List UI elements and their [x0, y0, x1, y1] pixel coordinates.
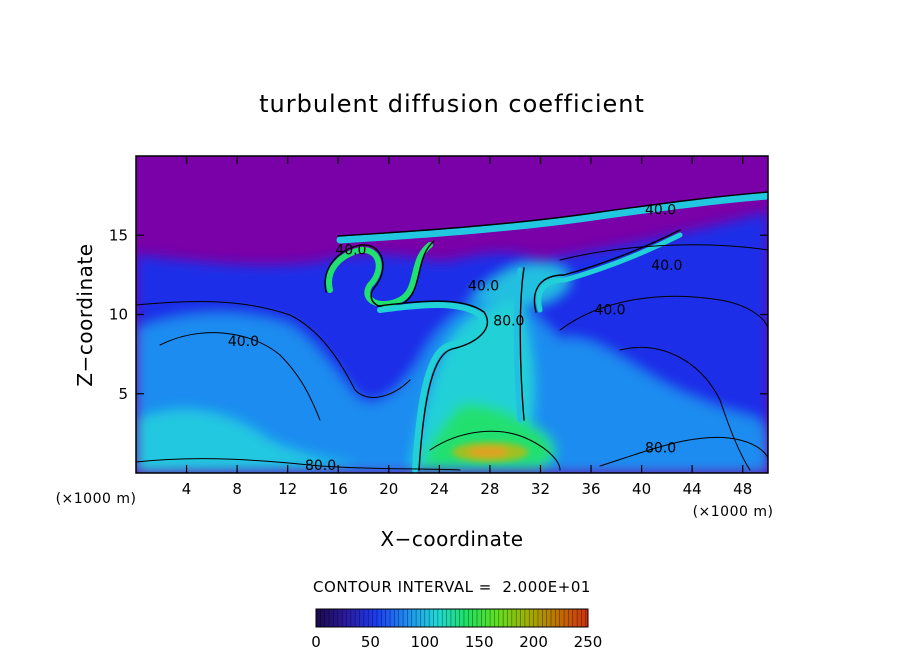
filament-curl-left-edge [324, 240, 435, 309]
contour-label: 80.0 [645, 440, 676, 456]
contour-label: 40.0 [228, 334, 259, 350]
x-unit-left: (×1000 m) [56, 491, 137, 507]
x-tick-label: 40 [632, 480, 651, 498]
contour-labels: 40.0 40.0 40.0 40.0 40.0 40.0 80.0 80.0 80.0 [228, 203, 683, 474]
x-tick-label: 16 [329, 480, 348, 498]
contour-line-1 [136, 300, 411, 398]
x-unit-right: (×1000 m) [693, 504, 774, 520]
colorbar-frame [315, 608, 589, 628]
heatmap-field: 40.0 40.0 40.0 40.0 40.0 40.0 80.0 80.0 80.0 [136, 156, 768, 474]
chart-title: turbulent diffusion coefficient [259, 90, 645, 118]
contour-label: 80.0 [305, 458, 336, 474]
filament-right-column [513, 267, 523, 423]
y-axis-ticks: 5 10 15 [109, 226, 768, 403]
x-tick-label: 32 [531, 480, 550, 498]
x-tick-label: 24 [430, 480, 449, 498]
contour-label: 40.0 [468, 279, 499, 295]
contour-line-5 [599, 436, 768, 467]
colorbar-ticks: 0 50 100 150 200 250 [311, 633, 602, 651]
contour-interval: CONTOUR INTERVAL = 2.000E+01 [313, 578, 591, 596]
x-axis-label: X−coordinate [380, 527, 523, 551]
colorbar-tick-label: 150 [465, 633, 494, 651]
field-cyan-left [136, 409, 360, 473]
colorbar-tick-label: 0 [311, 633, 321, 651]
contour-label: 80.0 [493, 314, 524, 330]
filament-upper-long-edge [337, 191, 768, 237]
contour-line-7 [619, 346, 751, 471]
filament-curl-left [326, 242, 433, 307]
y-tick-label: 15 [109, 226, 128, 244]
filament-upper-long [336, 192, 768, 244]
x-tick-label: 20 [379, 480, 398, 498]
contour-line-6 [559, 244, 768, 261]
x-tick-label: 4 [182, 480, 192, 498]
x-tick-label: 36 [581, 480, 600, 498]
y-tick-label: 10 [109, 306, 128, 324]
colorbar-tick-label: 250 [574, 633, 603, 651]
filament-right-curl [536, 232, 683, 313]
filament-right-column-edge [519, 267, 525, 421]
colorbar-gradient [316, 609, 588, 627]
contour-line-2 [159, 332, 321, 421]
x-axis-ticks: 4 8 12 16 20 24 28 32 36 40 44 48 [182, 156, 752, 498]
field-peak-inner [468, 447, 508, 457]
contour-line-8 [429, 430, 561, 471]
colorbar: 0 50 100 150 200 250 [311, 608, 602, 651]
filament-curl-center-edge [377, 300, 489, 471]
contour-label: 40.0 [594, 303, 625, 319]
y-tick-label: 5 [118, 385, 128, 403]
x-tick-label: 48 [733, 480, 752, 498]
filament-curl-center [377, 302, 486, 473]
colorbar-tick-label: 50 [361, 633, 380, 651]
colorbar-tick-label: 200 [519, 633, 548, 651]
colorbar-tick-label: 100 [410, 633, 439, 651]
filament-right-curl-edge [533, 229, 681, 313]
contour-label: 40.0 [651, 258, 682, 274]
contour-line-3 [559, 295, 768, 331]
contour-line-4 [136, 458, 461, 471]
x-tick-label: 12 [278, 480, 297, 498]
x-tick-label: 8 [232, 480, 242, 498]
colorbar-stripes [315, 609, 587, 627]
contour-label: 40.0 [645, 203, 676, 219]
x-tick-label: 28 [480, 480, 499, 498]
x-tick-label: 44 [683, 480, 702, 498]
y-axis-label: Z−coordinate [73, 243, 97, 386]
contour-label: 40.0 [335, 242, 366, 258]
